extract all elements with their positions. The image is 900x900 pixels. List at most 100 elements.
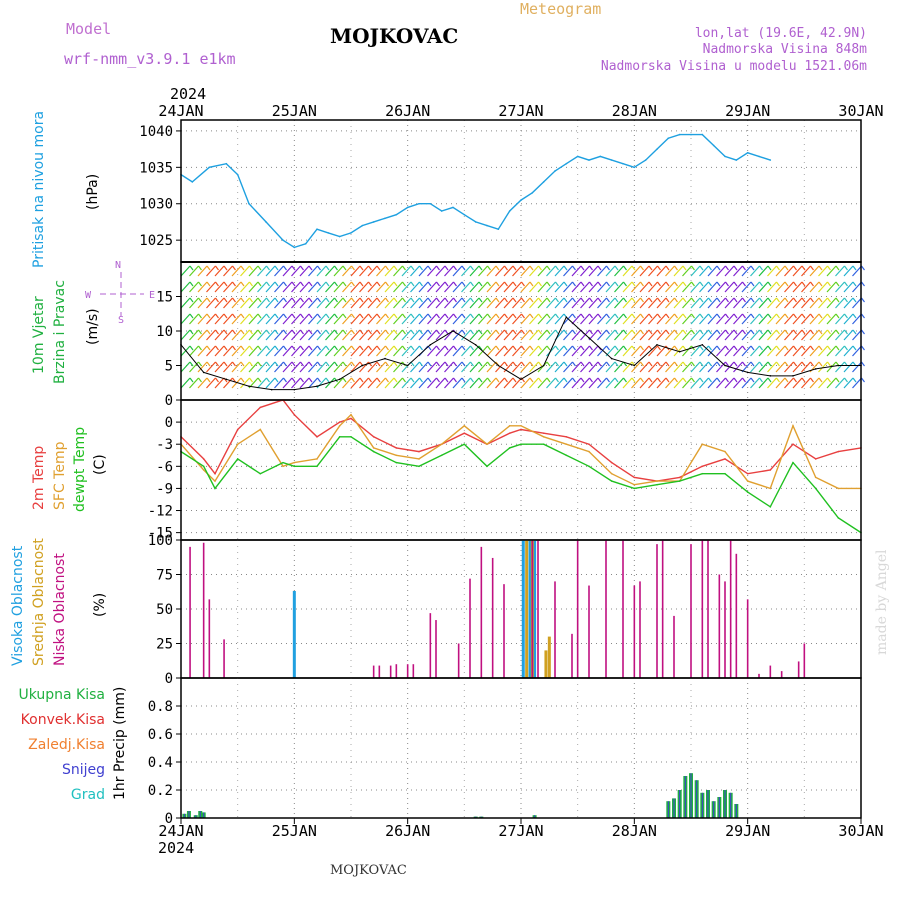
wind-barb-flag <box>419 345 423 351</box>
wind-barb-flag <box>342 361 347 367</box>
series-point <box>316 436 318 438</box>
wind-barb <box>733 281 743 293</box>
wind-barb-flag <box>368 361 372 367</box>
wind-barb-flag <box>249 329 253 335</box>
meteogram-label: Meteogram <box>520 0 601 18</box>
wind-barb-flag <box>317 377 321 383</box>
wind-barb <box>605 329 616 341</box>
wind-barb-flag <box>232 297 236 303</box>
wind-barb-flag <box>512 361 517 367</box>
wind-barb-flag <box>376 361 381 367</box>
wind-barb <box>478 297 488 309</box>
wind-barb <box>571 345 582 357</box>
wind-barb <box>656 313 667 325</box>
precip-legend: Ukupna Kisa Konvek.Kisa Zaledj.Kisa Snij… <box>18 687 105 803</box>
wind-barb <box>614 377 624 389</box>
wind-barb <box>495 281 505 293</box>
wind-barb-flag <box>257 281 262 287</box>
wind-barb-flag <box>776 329 780 335</box>
wind-barb <box>197 345 208 357</box>
wind-barb-flag <box>597 265 602 271</box>
wind-barb <box>240 297 250 309</box>
wind-barb-flag <box>521 329 525 335</box>
wind-barb-flag <box>334 361 338 367</box>
wind-barb <box>342 361 352 373</box>
wind-barb <box>614 361 624 373</box>
wind-barb <box>240 265 250 277</box>
wind-barb-flag <box>274 265 279 271</box>
wind-barb <box>605 297 616 309</box>
wind-barb-flag <box>640 281 644 287</box>
wind-barb-flag <box>572 265 576 271</box>
wind-barb-flag <box>444 377 449 383</box>
wind-barb <box>750 329 760 341</box>
series-point <box>678 476 681 479</box>
wind-barb <box>758 313 769 325</box>
wind-barb-flag <box>206 297 211 303</box>
wind-barb <box>461 377 471 389</box>
wind-barb-flag <box>682 281 687 287</box>
series-point <box>690 133 692 136</box>
wind-barb-flag <box>419 297 423 303</box>
series-point <box>361 224 364 227</box>
wind-barb <box>801 297 811 309</box>
wind-barb-flag <box>393 297 398 303</box>
wind-barb <box>758 265 769 277</box>
wind-barb <box>818 329 828 341</box>
wind-barb-flag <box>818 313 823 319</box>
wind-barb-flag <box>801 361 806 367</box>
series-point <box>554 170 556 172</box>
wind-barb <box>614 329 624 341</box>
series-point <box>225 378 228 381</box>
wind-barb-flag <box>223 313 228 319</box>
wind-barb-flag <box>606 361 610 367</box>
wind-barb <box>707 281 718 293</box>
wind-barb-flag <box>206 345 211 351</box>
series-point <box>769 375 772 377</box>
series-point <box>656 344 658 346</box>
wind-barb <box>248 265 259 277</box>
wind-barb <box>189 329 199 341</box>
series-point <box>350 417 352 420</box>
wind-barb-flag <box>546 265 551 271</box>
wind-barb-flag <box>487 297 491 303</box>
wind-barb-flag <box>291 377 296 383</box>
wind-barb-flag <box>563 281 568 287</box>
wind-barb-flag <box>521 281 525 287</box>
wind-barb-flag <box>206 313 211 319</box>
wind-barb-flag <box>495 281 500 287</box>
wind-barb-flag <box>580 297 585 303</box>
wind-barb-flag <box>597 297 602 303</box>
wind-barb-flag <box>759 345 763 351</box>
wind-barb-flag <box>461 297 466 303</box>
wind-barb-flag <box>402 345 406 351</box>
wind-barb <box>631 313 641 325</box>
wind-barb-flag <box>402 377 406 383</box>
wind-barb <box>843 377 854 389</box>
wind-barb <box>274 281 284 293</box>
wind-barb-flag <box>300 329 304 335</box>
wind-barb <box>809 345 820 357</box>
y-tick-label: 15 <box>156 290 173 306</box>
series-point <box>724 364 726 367</box>
wind-barb-flag <box>453 297 457 303</box>
wind-barb-flag <box>546 329 551 335</box>
wind-barb <box>826 345 837 357</box>
wind-barb <box>588 377 599 389</box>
wind-barb-flag <box>495 377 500 383</box>
wind-barb-flag <box>325 281 330 287</box>
series-point <box>610 461 613 464</box>
wind-barb-flag <box>742 281 746 287</box>
wind-barb <box>393 377 403 389</box>
wind-barb-flag <box>240 281 245 287</box>
wind-barb <box>393 329 403 341</box>
wind-barb <box>631 361 641 373</box>
wind-barb <box>274 297 284 309</box>
wind-barb <box>852 297 862 309</box>
wind-barb-flag <box>827 281 831 287</box>
wind-barb <box>818 377 828 389</box>
wind-barb-flag <box>317 345 321 351</box>
wind-barb-flag <box>606 329 610 335</box>
series-point <box>338 421 341 423</box>
model-name: wrf-nmm_v3.9.1 e1km <box>64 50 236 68</box>
